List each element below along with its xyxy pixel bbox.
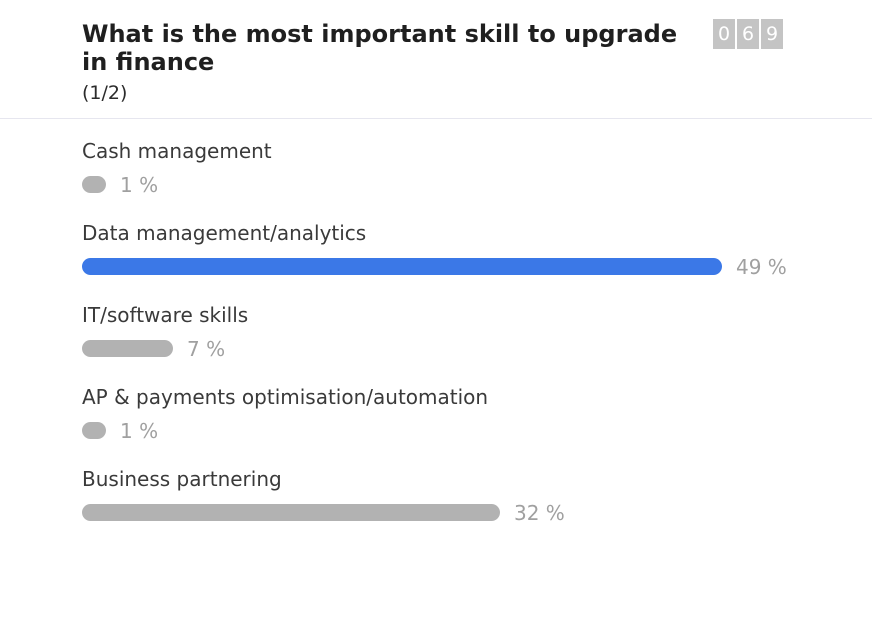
option-label: AP & payments optimisation/automation	[82, 385, 489, 409]
option-percent: 1 %	[120, 419, 159, 443]
option-label: IT/software skills	[82, 303, 249, 327]
result-bar	[82, 422, 106, 439]
response-counter: 0 6 9	[713, 19, 783, 49]
result-bar-row: 1 %	[82, 173, 842, 197]
poll-option: Cash management 1 %	[82, 138, 842, 220]
poll-question: What is the most important skill to upgr…	[82, 20, 678, 76]
option-percent: 7 %	[187, 337, 226, 361]
result-bar-row: 49 %	[82, 255, 842, 279]
counter-digit: 0	[713, 19, 735, 49]
poll-header: What is the most important skill to upgr…	[0, 0, 872, 119]
poll-option: IT/software skills 7 %	[82, 302, 842, 384]
option-percent: 32 %	[514, 501, 565, 525]
poll-option: Data management/analytics 49 %	[82, 220, 842, 302]
poll-options: Cash management 1 % Data management/anal…	[82, 138, 842, 548]
counter-digit: 9	[761, 19, 783, 49]
poll-page-indicator: (1/2)	[82, 82, 128, 104]
result-bar	[82, 258, 722, 275]
result-bar-row: 32 %	[82, 501, 842, 525]
option-label: Data management/analytics	[82, 221, 367, 245]
option-label: Cash management	[82, 139, 272, 163]
option-percent: 49 %	[736, 255, 787, 279]
result-bar	[82, 340, 173, 357]
poll-option: AP & payments optimisation/automation 1 …	[82, 384, 842, 466]
result-bar	[82, 504, 500, 521]
result-bar-row: 1 %	[82, 419, 842, 443]
result-bar-row: 7 %	[82, 337, 842, 361]
option-percent: 1 %	[120, 173, 159, 197]
result-bar	[82, 176, 106, 193]
counter-digit: 6	[737, 19, 759, 49]
poll-option: Business partnering 32 %	[82, 466, 842, 548]
option-label: Business partnering	[82, 467, 282, 491]
